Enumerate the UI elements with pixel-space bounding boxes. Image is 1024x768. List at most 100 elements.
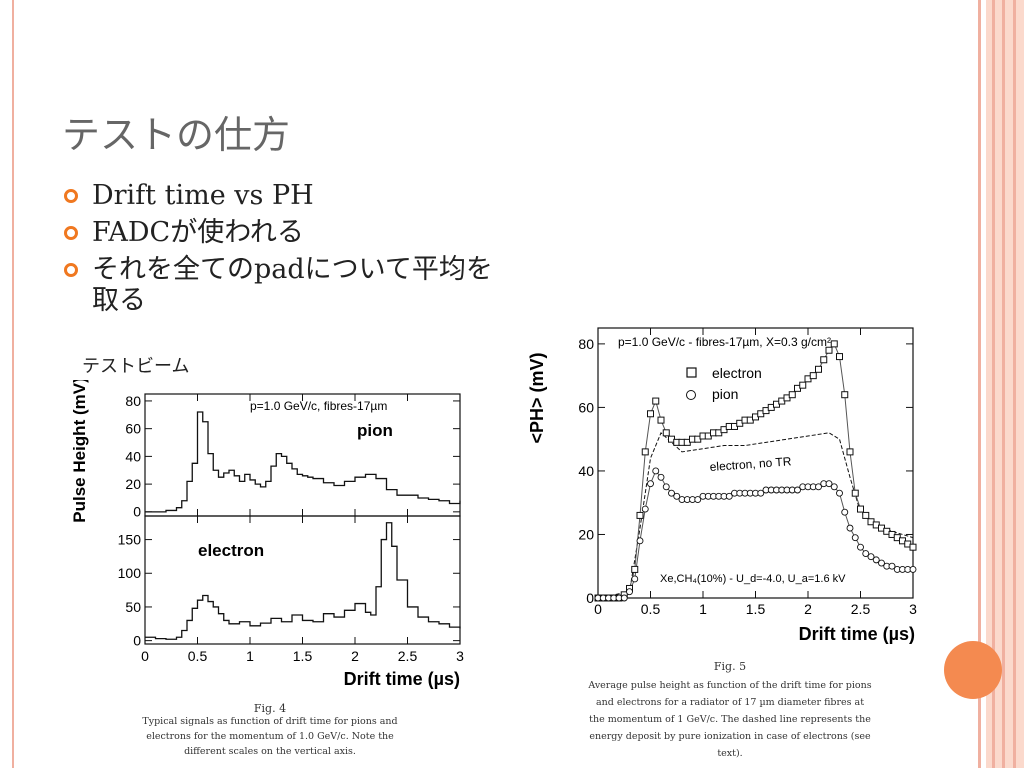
fig5-annotation-top: p=1.0 GeV/c - fibres-17µm, X=0.3 g/cm² (618, 335, 831, 349)
pion-point (851, 534, 859, 542)
x-tick-label: 0.5 (641, 601, 661, 617)
bullet-list: Drift time vs PH FADCが使われる それを全てのpadについて… (62, 180, 512, 322)
left-frame-line (12, 0, 14, 768)
fig4-caption-title: Fig. 4 (254, 702, 286, 715)
right-frame-line (978, 0, 981, 768)
y-tick-label: 80 (578, 336, 594, 352)
electron-point (657, 416, 665, 424)
electron-point (809, 372, 817, 380)
pion-point (830, 483, 838, 491)
electron-point (631, 565, 639, 573)
electron-point (825, 346, 833, 354)
fig5-caption-line: the momentum of 1 GeV/c. The dashed line… (589, 714, 871, 725)
electron-point (841, 391, 849, 399)
fig5-caption-title: Fig. 5 (714, 660, 746, 673)
pion-point (862, 550, 870, 557)
electron-point (799, 381, 807, 389)
electron-point (830, 340, 838, 348)
y-tick-label: 100 (118, 565, 142, 581)
electron-point (815, 365, 822, 373)
pion-point (694, 496, 702, 503)
y-tick-label: 40 (125, 448, 141, 464)
electron-line (598, 342, 914, 599)
electron-point (820, 356, 828, 364)
fig4-caption-line: Typical signals as function of drift tim… (142, 716, 397, 727)
pion-point (836, 489, 843, 497)
y-tick-label: 0 (133, 504, 141, 520)
pion-signal-line (145, 411, 461, 513)
y-tick-label: 60 (578, 399, 594, 415)
x-tick-label: 2 (351, 648, 359, 664)
fig5-caption-line: energy deposit by pure ionization in cas… (589, 731, 871, 742)
x-tick-label: 1 (699, 601, 707, 617)
y-tick-label: 20 (125, 476, 141, 492)
pion-point (647, 480, 654, 488)
pion-point (662, 483, 670, 491)
legend-pion: pion (712, 386, 738, 402)
fig5-dashed-label: electron, no TR (709, 454, 792, 474)
fig4-ylabel: Pulse Height (mV) (70, 380, 89, 523)
electron-point (862, 511, 870, 519)
fig5-annotation-bottom: Xe,CH₄(10%) - U_d=-4.0, U_a=1.6 kV (660, 573, 846, 585)
x-tick-label: 0.5 (188, 648, 208, 664)
decorative-circle (944, 641, 1002, 699)
x-tick-label: 1 (246, 648, 254, 664)
pion-point (872, 556, 880, 564)
fig4-caption-line: different scales on the vertical axis. (184, 746, 356, 757)
pion-point (757, 489, 765, 497)
y-tick-label: 40 (578, 463, 594, 479)
fig5-chart: <PH> (mV) Drift time (µs) p=1.0 GeV/c - … (527, 327, 917, 759)
bullet-item: Drift time vs PH (62, 180, 512, 211)
bullet-marker-icon (64, 226, 78, 240)
test-beam-label: テストビーム (82, 356, 190, 377)
pion-point (815, 483, 822, 491)
plot-frame (144, 515, 461, 645)
electron-point (636, 511, 644, 519)
y-tick-label: 0 (586, 590, 594, 606)
x-tick-label: 0 (141, 648, 149, 664)
fig4-annotation: p=1.0 GeV/c, fibres-17µm (250, 399, 387, 413)
fig4-xlabel: Drift time (µs) (344, 669, 460, 689)
electron-point (846, 448, 854, 456)
y-tick-label: 80 (125, 393, 141, 409)
slide-title: テストの仕方 (62, 113, 291, 157)
pion-point (668, 489, 675, 497)
electron-point (641, 448, 649, 456)
x-tick-label: 2.5 (851, 601, 871, 617)
legend-square-icon (686, 367, 697, 378)
electron-point (909, 543, 917, 551)
right-decorative-band (986, 0, 1024, 768)
pion-point (641, 505, 649, 513)
legend-electron: electron (712, 365, 762, 381)
fig4-electron-label: electron (198, 541, 264, 560)
electron-point (662, 429, 670, 437)
y-tick-label: 60 (125, 421, 141, 437)
pion-point (631, 575, 639, 583)
fig4-pion-label: pion (357, 421, 393, 440)
pion-point (620, 594, 628, 602)
pion-point (878, 559, 885, 567)
pion-point (794, 486, 801, 494)
fig4-chart: Pulse Height (mV) Drift time (µs) p=1.0 … (70, 380, 464, 757)
pion-point (652, 467, 660, 475)
pion-point (673, 492, 681, 500)
x-tick-label: 0 (594, 601, 602, 617)
x-tick-label: 2.5 (398, 648, 418, 664)
fig5-xlabel: Drift time (µs) (799, 624, 915, 644)
pion-point (857, 543, 864, 551)
fig4-caption-line: electrons for the momentum of 1.0 GeV/c.… (146, 731, 394, 742)
y-tick-label: 20 (578, 526, 594, 542)
electron-point (857, 505, 864, 513)
pion-point (841, 508, 849, 516)
fig5-caption-line: text). (717, 748, 742, 759)
y-tick-label: 50 (125, 599, 141, 615)
electron-point (836, 353, 843, 361)
bullet-marker-icon (64, 263, 78, 277)
legend-circle-icon (686, 390, 696, 400)
pion-point (636, 537, 644, 545)
x-tick-label: 3 (909, 601, 917, 617)
fig5-caption-line: and electrons for a radiator of 17 µm di… (596, 697, 864, 708)
electron-point (851, 489, 859, 497)
pion-point (909, 565, 917, 573)
x-tick-label: 3 (456, 648, 464, 664)
